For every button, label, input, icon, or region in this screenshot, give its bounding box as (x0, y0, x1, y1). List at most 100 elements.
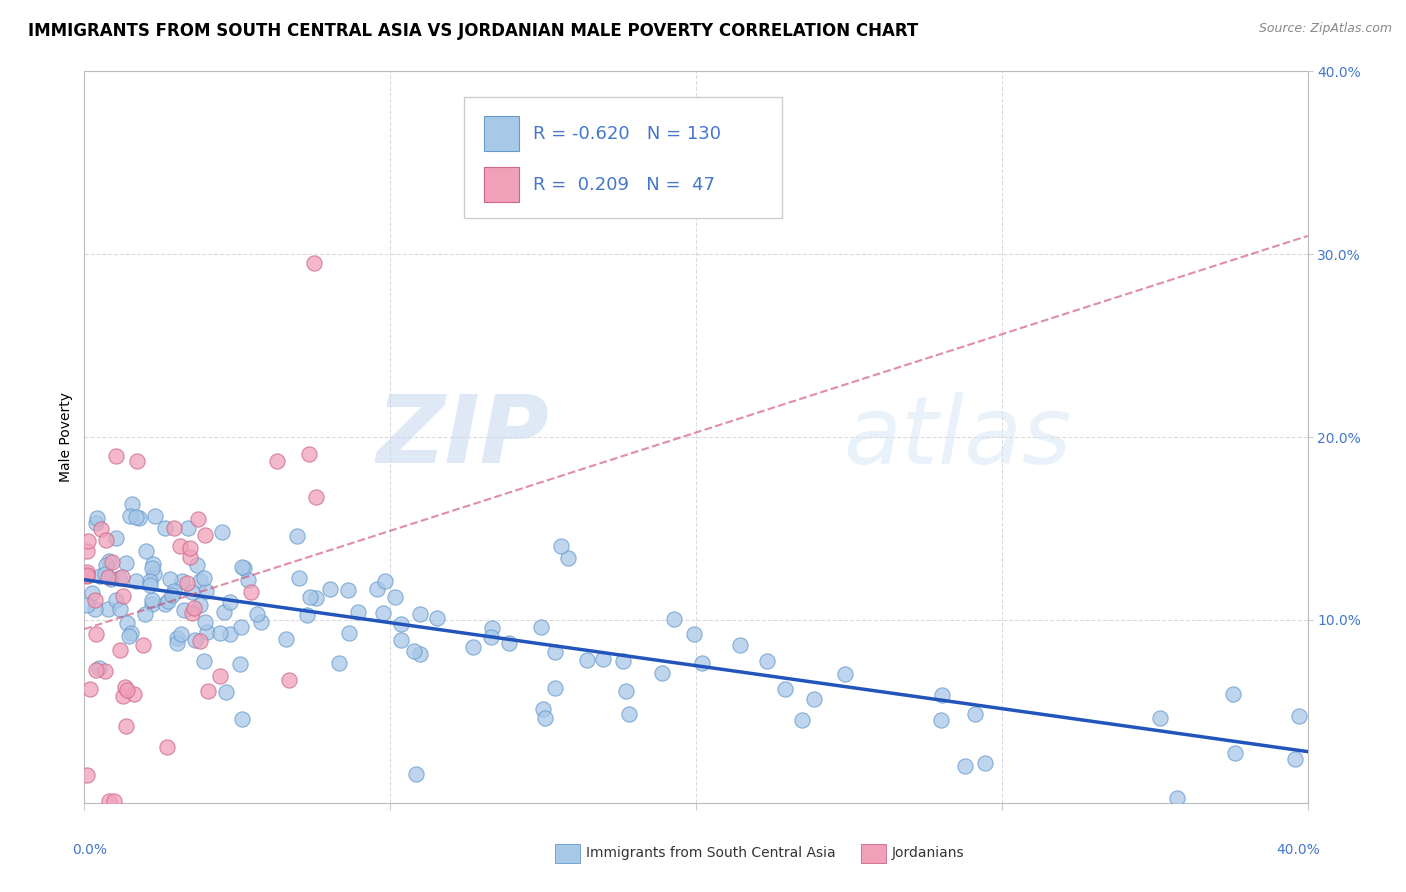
Point (328, 657, 350, 671)
Point (557, 551, 579, 566)
Text: 0.0%: 0.0% (72, 843, 107, 857)
Point (619, 706, 641, 721)
Point (193, 571, 215, 585)
Point (166, 636, 188, 650)
Point (1225, 746, 1247, 760)
Point (219, 627, 242, 641)
Point (305, 591, 328, 605)
Point (931, 688, 953, 702)
Point (110, 570, 132, 584)
Point (402, 644, 425, 658)
Point (755, 654, 778, 668)
Point (76, 768, 98, 782)
Point (84, 602, 107, 616)
Text: Jordanians: Jordanians (891, 847, 965, 860)
FancyBboxPatch shape (555, 845, 579, 863)
Point (97, 602, 120, 616)
Point (211, 524, 233, 539)
Point (405, 767, 427, 781)
Point (337, 626, 360, 640)
Point (83, 592, 105, 607)
Point (274, 632, 297, 646)
Point (651, 666, 673, 681)
Point (128, 511, 150, 525)
Text: Immigrants from South Central Asia: Immigrants from South Central Asia (586, 847, 835, 860)
Point (409, 607, 432, 622)
Point (389, 617, 412, 632)
Point (266, 454, 288, 468)
Point (104, 531, 127, 545)
Point (135, 544, 157, 558)
Point (108, 643, 131, 657)
Point (188, 634, 211, 648)
Point (336, 583, 359, 598)
Point (409, 647, 432, 661)
Point (197, 624, 219, 639)
Point (592, 652, 614, 666)
Point (287, 571, 309, 585)
Text: Source: ZipAtlas.com: Source: ZipAtlas.com (1258, 22, 1392, 36)
Point (197, 684, 219, 698)
Point (120, 508, 142, 523)
Point (181, 584, 204, 599)
Point (134, 607, 156, 621)
Point (142, 567, 165, 582)
Point (143, 509, 166, 524)
Point (963, 706, 986, 721)
Point (132, 638, 155, 652)
Point (179, 541, 201, 555)
Point (94, 533, 117, 548)
Point (80, 586, 103, 600)
Point (181, 607, 204, 621)
Text: ZIP: ZIP (377, 391, 550, 483)
Point (179, 550, 201, 565)
Point (1222, 687, 1244, 701)
Point (366, 582, 388, 596)
Point (84, 627, 107, 641)
Point (112, 589, 135, 603)
Point (98, 554, 121, 568)
Point (239, 585, 262, 599)
Point (612, 653, 634, 667)
Point (141, 598, 163, 612)
Point (177, 520, 200, 534)
Point (93, 567, 115, 582)
FancyBboxPatch shape (860, 845, 886, 863)
Text: R = -0.620   N = 130: R = -0.620 N = 130 (533, 125, 721, 143)
Point (929, 713, 952, 727)
Point (347, 605, 370, 619)
Point (139, 574, 162, 589)
Point (212, 605, 235, 619)
Point (89, 660, 111, 674)
Point (115, 616, 138, 631)
Point (238, 573, 260, 587)
Y-axis label: Male Poverty: Male Poverty (59, 392, 73, 482)
Point (384, 590, 406, 604)
Point (302, 256, 325, 270)
Point (108, 602, 131, 616)
Point (295, 608, 318, 623)
Point (190, 598, 212, 612)
Point (299, 591, 322, 605)
Text: 40.0%: 40.0% (1277, 843, 1320, 857)
Point (544, 644, 567, 658)
Point (156, 739, 179, 754)
Point (389, 632, 412, 647)
Point (803, 691, 825, 706)
Point (86, 510, 108, 524)
Point (184, 632, 207, 647)
Point (121, 497, 143, 511)
Point (1166, 791, 1188, 805)
Point (662, 612, 685, 626)
Point (98, 794, 121, 808)
Point (160, 589, 183, 603)
Point (188, 574, 211, 589)
Point (105, 449, 128, 463)
Point (76, 544, 98, 558)
Point (84, 663, 107, 677)
Point (233, 561, 256, 575)
Point (285, 529, 308, 543)
Point (84, 516, 107, 531)
Point (76, 565, 98, 579)
Point (153, 521, 176, 535)
